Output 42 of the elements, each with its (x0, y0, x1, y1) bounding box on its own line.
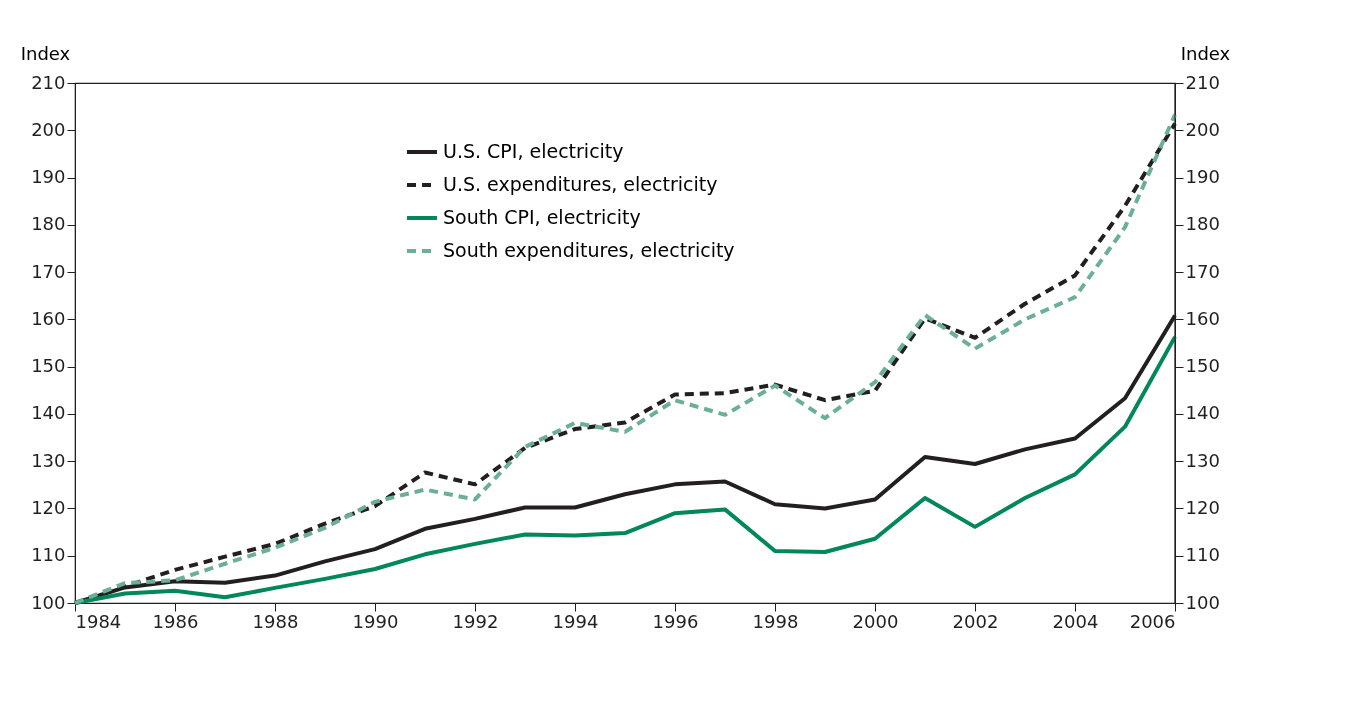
y2-tick-label: 160 (1185, 307, 1220, 329)
y2-tick-label: 200 (1185, 118, 1220, 140)
y-axis-title: Index (20, 42, 71, 64)
y-tick-label: 140 (31, 402, 66, 424)
y-tick-label: 100 (31, 591, 66, 613)
y-tick-label: 130 (31, 449, 66, 471)
x-tick-label: 2004 (1052, 610, 1099, 632)
y2-tick-label: 140 (1185, 402, 1220, 424)
y2-tick-label: 180 (1185, 213, 1220, 235)
x-tick-label: 1986 (152, 610, 199, 632)
y2-tick-label: 120 (1185, 496, 1220, 518)
x-tick-label: 2000 (852, 610, 899, 632)
y2-tick-label: 170 (1185, 260, 1220, 282)
y-tick-label: 200 (31, 118, 66, 140)
x-tick-label: 1998 (752, 610, 799, 632)
y-tick-label: 160 (31, 307, 66, 329)
legend-label: U.S. expenditures, electricity (443, 173, 718, 195)
x-tick-label: 2002 (952, 610, 999, 632)
x-tick-label: 1984 (75, 610, 122, 632)
x-tick-label: 2006 (1129, 610, 1176, 632)
x-tick-label: 1990 (352, 610, 399, 632)
x-tick-label: 1996 (652, 610, 699, 632)
legend-label: U.S. CPI, electricity (443, 140, 624, 162)
x-tick-label: 1992 (452, 610, 499, 632)
y2-tick-label: 190 (1185, 166, 1220, 188)
y-tick-label: 210 (31, 71, 66, 93)
y-tick-label: 180 (31, 213, 66, 235)
y2-tick-label: 110 (1185, 544, 1220, 566)
y-tick-label: 120 (31, 496, 66, 518)
y2-tick-label: 100 (1185, 591, 1220, 613)
y2-tick-label: 210 (1185, 71, 1220, 93)
x-tick-label: 1994 (552, 610, 599, 632)
y-tick-label: 190 (31, 166, 66, 188)
y2-axis-title: Index (1180, 42, 1231, 64)
legend-label: South CPI, electricity (443, 206, 641, 228)
y2-tick-label: 150 (1185, 355, 1220, 377)
y-tick-label: 150 (31, 355, 66, 377)
x-tick-label: 1988 (252, 610, 299, 632)
legend-label: South expenditures, electricity (443, 239, 735, 261)
y-tick-label: 110 (31, 544, 66, 566)
y-tick-label: 170 (31, 260, 66, 282)
y2-tick-label: 130 (1185, 449, 1220, 471)
